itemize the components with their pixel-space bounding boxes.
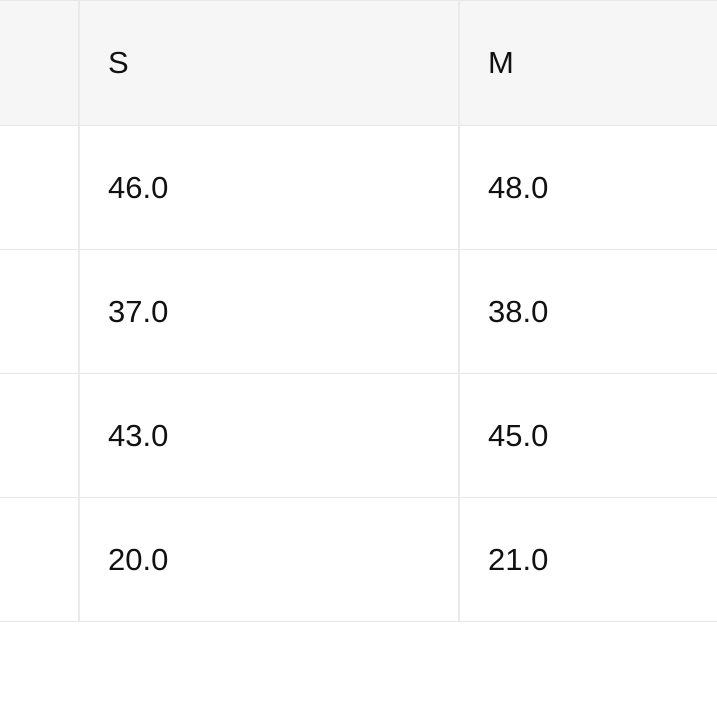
table-row: 43.0 45.0: [0, 374, 717, 498]
table-cell: 20.0: [78, 498, 458, 622]
table-cell: 38.0: [458, 250, 717, 374]
table-cell: [0, 250, 78, 374]
table-cell: 21.0: [458, 498, 717, 622]
bottom-spacer: [0, 622, 717, 712]
table-header-row: S M: [0, 0, 717, 126]
size-table: S M 46.0 48.0 37.0 38.0 43.0 45.0: [0, 0, 717, 717]
table-cell: [0, 498, 78, 622]
table-cell: [0, 374, 78, 498]
table-cell: 37.0: [78, 250, 458, 374]
table-row: 37.0 38.0: [0, 250, 717, 374]
table: S M 46.0 48.0 37.0 38.0 43.0 45.0: [0, 0, 717, 622]
table-row: 20.0 21.0: [0, 498, 717, 622]
table-row: 46.0 48.0: [0, 126, 717, 250]
table-cell: 43.0: [78, 374, 458, 498]
table-header-cell: M: [458, 0, 717, 126]
table-header-cell: [0, 0, 78, 126]
table-cell: [0, 126, 78, 250]
table-header-cell: S: [78, 0, 458, 126]
table-cell: 46.0: [78, 126, 458, 250]
table-cell: 48.0: [458, 126, 717, 250]
table-cell: 45.0: [458, 374, 717, 498]
